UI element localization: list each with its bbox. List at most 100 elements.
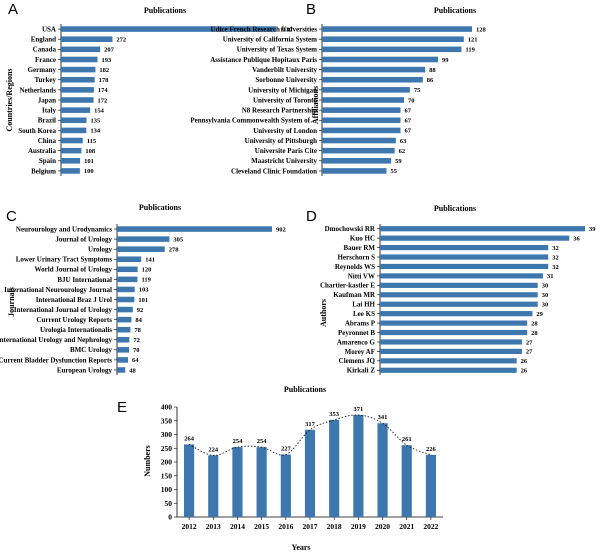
- panel-d-bar: [380, 339, 522, 345]
- panel-c: C Publications Journals Neurourology and…: [0, 203, 286, 375]
- panel-d-category-label: Lee KS: [353, 310, 375, 318]
- panel-d-value-label: 30: [542, 302, 549, 309]
- panel-a-bar: [61, 36, 113, 42]
- panel-c-category-label: Current Urology Reports: [36, 316, 112, 324]
- panel-e-x-tick-label: 2022: [423, 522, 438, 531]
- panel-a-bar: [61, 66, 96, 73]
- panel-b-category-label: Sorbonne University: [255, 76, 317, 84]
- panel-e-bar: [377, 423, 388, 517]
- panel-b-category-label: Vanderbilt University: [252, 66, 317, 74]
- panel-b-value-label: 119: [465, 47, 475, 54]
- panel-c-category-label: Urologia Internationalis: [40, 326, 112, 334]
- panel-a-value-label: 178: [99, 77, 110, 84]
- panel-d-value-label: 27: [526, 339, 533, 346]
- panel-e-y-tick-label: 350: [161, 416, 173, 425]
- panel-c-category-label: International Urology and Nephrology: [0, 336, 112, 344]
- panel-c-category-label: Journal of Urology: [55, 236, 112, 244]
- panel-c-bar: [117, 266, 138, 273]
- panel-letter-a: A: [8, 1, 18, 18]
- panel-c-value-label: 72: [133, 337, 140, 344]
- panel-e-x-tick-label: 2018: [327, 522, 342, 531]
- panel-d-value-label: 29: [536, 311, 543, 318]
- panel-e: E Publications Numbers Years 0 50 100 150 20…: [117, 385, 443, 552]
- panel-b-title: Publications: [434, 6, 476, 15]
- panel-a-category-label: Brazil: [38, 117, 56, 125]
- panel-e-y-tick-label: 200: [161, 458, 173, 467]
- panel-d-bar: [380, 301, 538, 307]
- panel-b-bar: [322, 26, 472, 32]
- panel-e-title: Publications: [284, 385, 326, 394]
- panel-d-bar: [380, 329, 528, 336]
- panel-c-value-label: 84: [135, 317, 142, 324]
- panel-e-x-tick-label: 2021: [399, 522, 414, 531]
- panel-e-value-label: 224: [208, 446, 219, 453]
- panel-letter-b: B: [306, 1, 316, 18]
- panel-d-bar: [380, 348, 522, 355]
- panel-c-title: Publications: [139, 203, 181, 212]
- panel-c-category-label: Urology: [88, 246, 112, 254]
- panel-c-bar: [117, 256, 142, 263]
- panel-c-category-label: BJU International: [57, 276, 112, 284]
- panel-b: B Publications Affiliations Udice French…: [190, 1, 487, 176]
- panel-b-category-label: Universite Paris Cite: [255, 147, 317, 155]
- panel-b-category-label: University of Michigan: [248, 86, 317, 94]
- panel-b-category-label: University of London: [253, 127, 317, 135]
- panel-b-value-label: 86: [427, 77, 434, 84]
- panel-d-category-label: Amarenco G: [337, 338, 376, 346]
- panel-a-bar: [61, 46, 101, 53]
- panel-c-bar: [117, 296, 135, 303]
- panel-d-bar: [380, 320, 528, 326]
- panel-b-bar: [322, 117, 401, 124]
- panel-a-category-label: Spain: [39, 157, 56, 165]
- panel-d-value-label: 39: [589, 226, 596, 233]
- panel-b-value-label: 75: [414, 87, 421, 94]
- panel-e-x-tick-label: 2014: [230, 522, 245, 531]
- panel-a: A Publications Countries/Regions USA 1137…: [5, 1, 293, 176]
- panel-b-bar: [322, 46, 462, 53]
- panel-b-value-label: 63: [400, 138, 407, 145]
- panel-a-category-label: Japan: [38, 96, 56, 104]
- panel-b-bar: [322, 147, 395, 154]
- panel-a-bar: [61, 137, 83, 144]
- panel-b-value-label: 62: [399, 148, 406, 155]
- panel-b-bar: [322, 36, 464, 42]
- panel-e-y-tick-label: 50: [165, 499, 173, 508]
- panel-e-bar: [232, 447, 243, 517]
- panel-c-bar: [117, 246, 165, 252]
- panel-e-y-tick-label: 100: [161, 485, 173, 494]
- panel-c-value-label: 64: [132, 357, 139, 364]
- panel-b-bar: [322, 137, 396, 144]
- panel-c-value-label: 902: [276, 226, 286, 233]
- panel-d-category-label: Bauer RM: [343, 244, 375, 252]
- panel-a-value-label: 135: [91, 118, 102, 125]
- panel-c-category-label: World Journal of Urology: [35, 266, 113, 274]
- panel-b-category-label: University of California System: [223, 36, 317, 44]
- panel-c-ylabel: Journals: [7, 287, 16, 317]
- panel-d-category-label: Herschorn S: [337, 253, 375, 261]
- panel-c-category-label: European Urology: [57, 366, 113, 374]
- panel-e-bar: [353, 414, 364, 517]
- panel-a-value-label: 207: [104, 47, 115, 54]
- panel-d-value-label: 28: [531, 330, 538, 337]
- panel-a-value-label: 193: [101, 57, 112, 64]
- panel-c-category-label: International Braz J Urol: [36, 296, 112, 304]
- panel-a-category-label: France: [35, 56, 56, 64]
- panel-c-category-label: International Neurourology Journal: [4, 286, 112, 294]
- panel-e-y-tick-label: 300: [161, 430, 173, 439]
- panel-b-value-label: 128: [476, 26, 487, 33]
- panel-e-x-tick-label: 2017: [303, 522, 318, 531]
- panel-c-category-label: Neurourology and Urodynamics: [16, 225, 112, 233]
- panel-d-value-label: 30: [542, 292, 549, 299]
- panel-d-value-label: 26: [521, 358, 528, 365]
- panel-letter-d: D: [306, 208, 317, 225]
- panel-c-bar: [117, 326, 131, 333]
- panel-e-bar: [280, 454, 291, 517]
- panel-e-bar: [425, 454, 436, 517]
- panel-d-bar: [380, 263, 549, 270]
- panel-b-value-label: 70: [408, 97, 415, 104]
- panel-b-category-label: University of Pittsburgh: [245, 137, 317, 145]
- panel-e-x-tick-label: 2013: [206, 522, 221, 531]
- panel-e-value-label: 317: [305, 421, 316, 428]
- panel-a-ylabel: Countries/Regions: [5, 68, 14, 131]
- panel-c-bar: [117, 306, 133, 313]
